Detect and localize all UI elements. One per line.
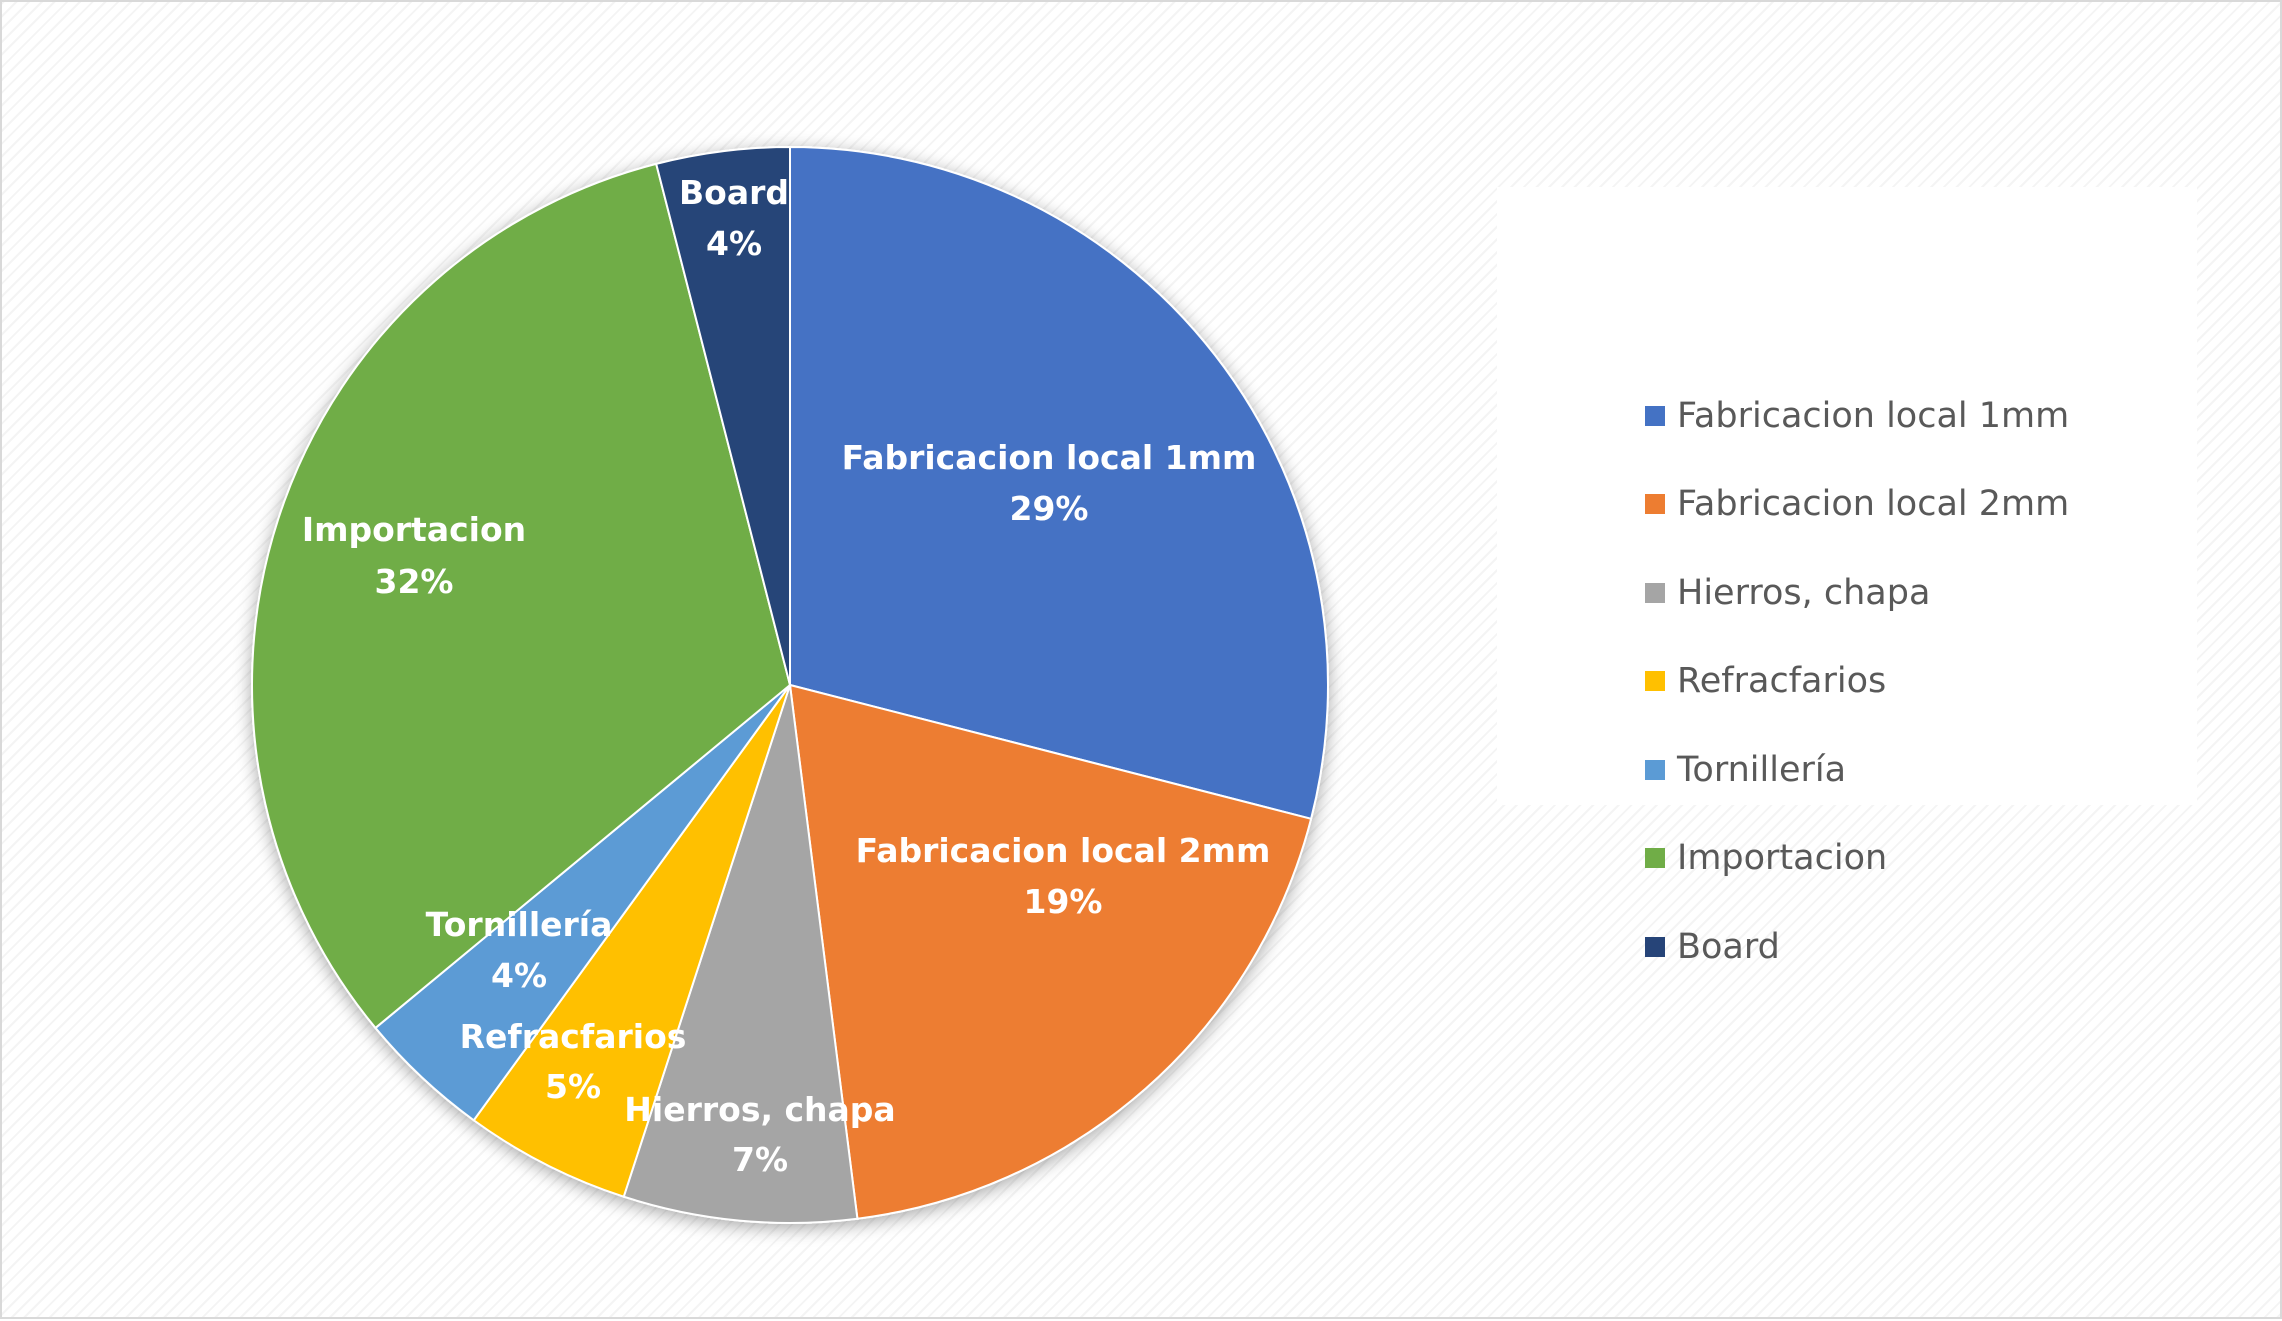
legend-item-fabricacion-1mm: Fabricacion local 1mm: [1645, 396, 2069, 436]
legend-item-refracfarios: Refracfarios: [1645, 661, 1886, 701]
data-label-category: Board: [679, 173, 789, 212]
data-label-percent: 5%: [545, 1067, 601, 1106]
pie-slice-2: [622, 684, 859, 1224]
pie-slice-5: [251, 162, 792, 1030]
pie-slice-1: [788, 683, 1313, 1220]
pie-slices: [251, 145, 1330, 1224]
data-label-percent: 19%: [1024, 882, 1103, 921]
data-label-category: Tornillería: [426, 905, 613, 944]
legend-swatch: [1645, 671, 1665, 691]
legend-label: Fabricacion local 2mm: [1677, 484, 2070, 524]
legend-item-tornilleria: Tornillería: [1645, 750, 1846, 790]
legend-swatch: [1645, 937, 1665, 957]
data-label-percent: 4%: [706, 224, 762, 263]
legend-item-fabricacion-2mm: Fabricacion local 2mm: [1645, 484, 2069, 524]
data-label-percent: 32%: [375, 562, 454, 601]
legend-item-board: Board: [1645, 927, 1780, 967]
data-label-category: Fabricacion local 2mm: [856, 831, 1271, 870]
legend-swatch: [1645, 406, 1665, 426]
pie-slice-6: [654, 145, 791, 686]
data-label-category: Importacion: [302, 510, 526, 549]
legend-label: Fabricacion local 1mm: [1677, 396, 2070, 436]
data-label-category: Fabricacion local 1mm: [842, 438, 1257, 477]
legend-swatch: [1645, 848, 1665, 868]
legend-label: Refracfarios: [1677, 661, 1887, 701]
legend-label: Hierros, chapa: [1677, 573, 1931, 613]
pie-slice-0: [789, 145, 1330, 821]
legend-swatch: [1645, 760, 1665, 780]
pie-data-labels: Fabricacion local 1mm 29% Fabricacion loca…: [302, 173, 1271, 1179]
legend-label: Tornillería: [1677, 750, 1847, 790]
data-label-percent: 7%: [732, 1140, 788, 1179]
legend-item-importacion: Importacion: [1645, 838, 1887, 878]
legend-swatch: [1645, 494, 1665, 514]
legend: Fabricacion local 1mm Fabricacion local …: [1497, 187, 2197, 967]
legend-item-hierros-chapa: Hierros, chapa: [1645, 573, 1930, 613]
legend-swatch: [1645, 583, 1665, 603]
legend-label: Board: [1677, 927, 1780, 967]
legend-label: Importacion: [1677, 838, 1888, 878]
data-label-category: Hierros, chapa: [624, 1090, 895, 1129]
data-label-percent: 4%: [491, 956, 547, 995]
pie-slice-3: [472, 684, 791, 1198]
data-label-category: Refracfarios: [460, 1017, 687, 1056]
data-label-percent: 29%: [1010, 489, 1089, 528]
